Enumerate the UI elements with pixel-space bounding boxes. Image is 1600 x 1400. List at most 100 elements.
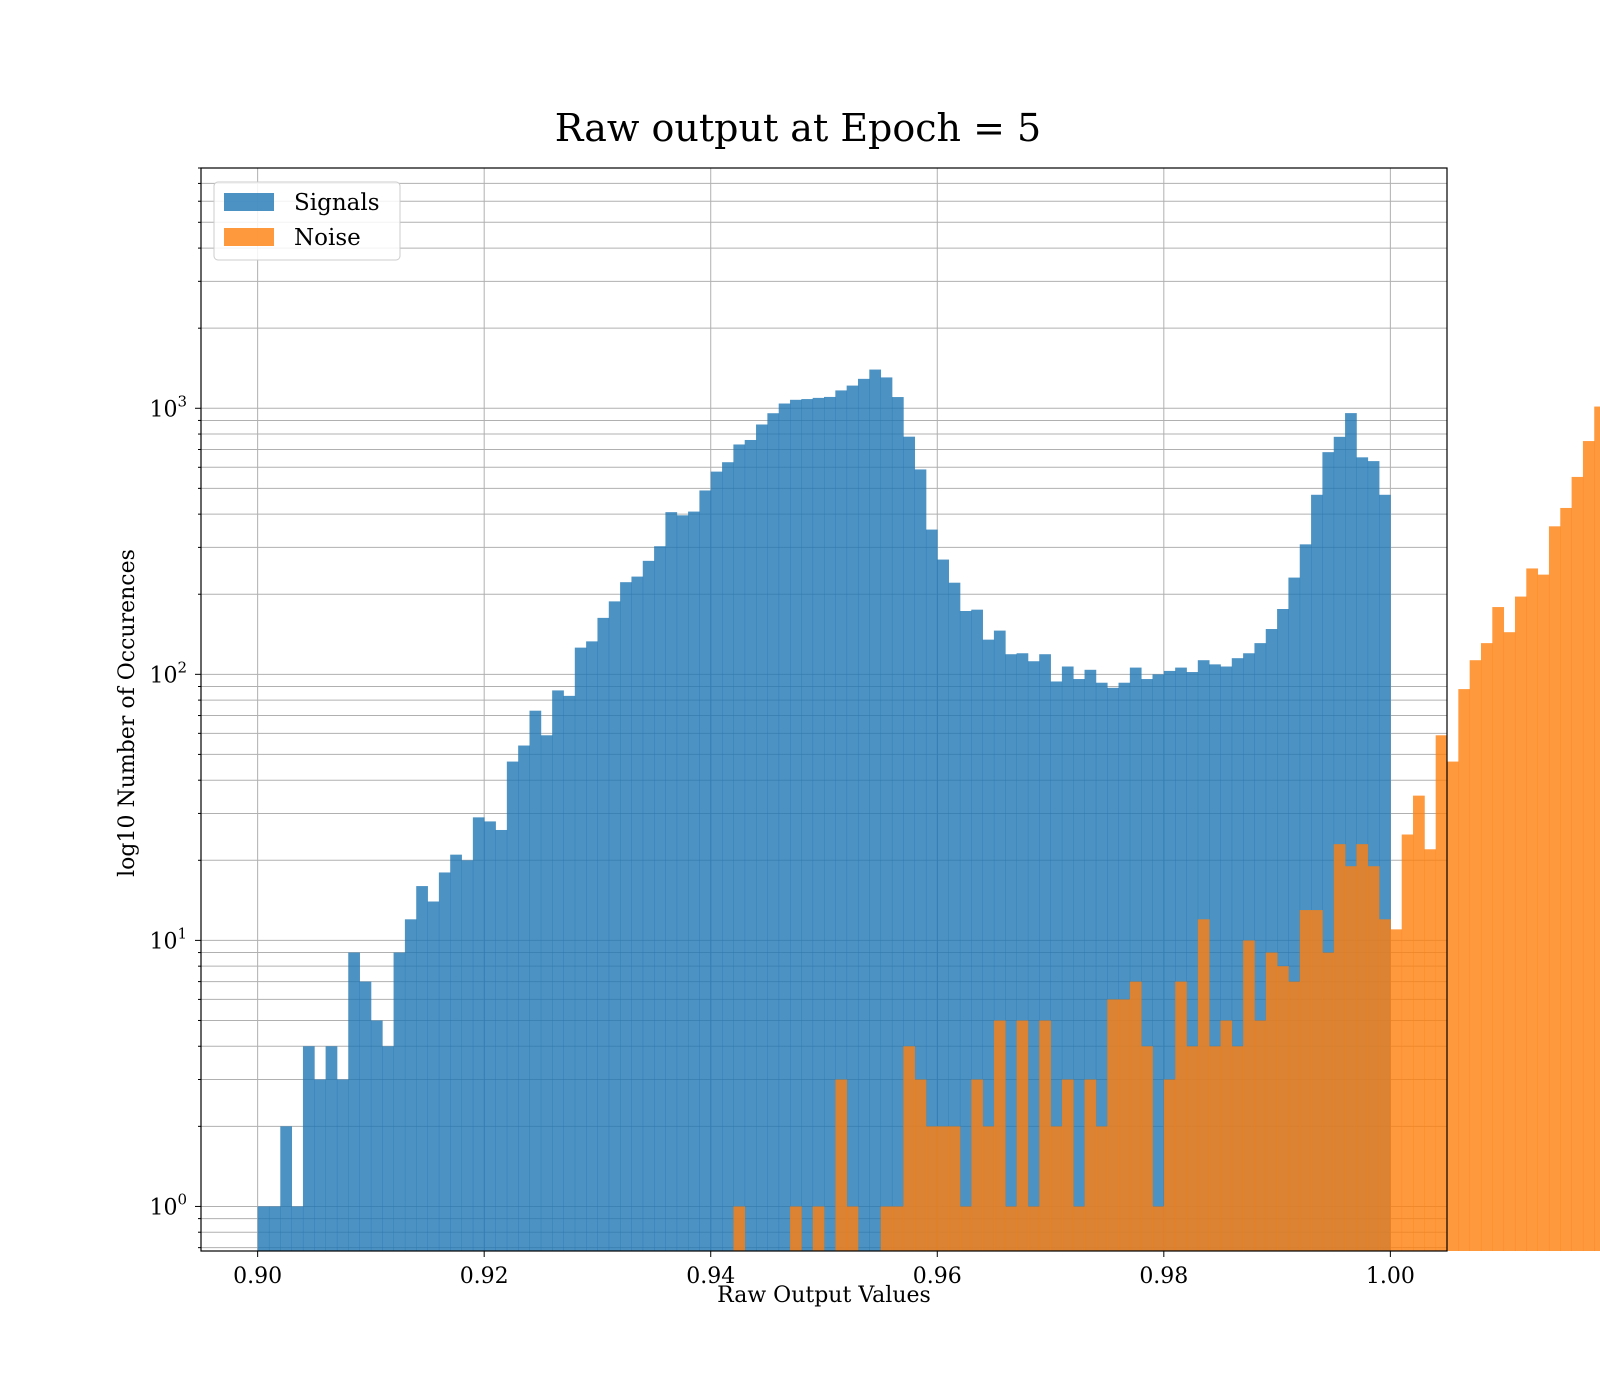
bar-signals	[336, 1079, 349, 1251]
bar-noise	[1526, 568, 1539, 1251]
series-noise-bars	[733, 406, 1600, 1252]
bar-signals	[1299, 544, 1312, 1251]
plot-frame	[200, 167, 1448, 1252]
bar-signals	[971, 609, 983, 1251]
bar-signals	[1231, 658, 1244, 1251]
y-tick-label: 103	[149, 392, 187, 422]
y-tick-label: 100	[149, 1190, 187, 1220]
legend-label-signals: Signals	[294, 190, 380, 216]
bar-signals	[869, 369, 882, 1252]
bar-signals	[903, 436, 916, 1251]
bar-signals	[1254, 643, 1267, 1251]
bar-noise	[1356, 844, 1369, 1251]
bar-noise	[1594, 406, 1600, 1251]
x-tick-label: 1.00	[1366, 1264, 1415, 1289]
bar-signals	[382, 1046, 394, 1251]
bar-noise	[891, 1206, 904, 1251]
bar-signals	[631, 576, 644, 1251]
bar-noise	[1582, 441, 1595, 1252]
bar-noise	[1503, 632, 1516, 1251]
bar-signals	[574, 647, 587, 1251]
bar-noise	[1005, 1206, 1017, 1251]
bar-signals	[1016, 653, 1029, 1251]
bar-noise	[1367, 866, 1380, 1251]
bar-signals	[891, 397, 904, 1251]
bar-signals	[1027, 661, 1040, 1251]
bar-noise	[1073, 1206, 1085, 1251]
legend-label-noise: Noise	[294, 225, 361, 251]
bar-signals	[744, 439, 757, 1251]
bar-signals	[1220, 666, 1233, 1251]
bar-signals	[280, 1126, 293, 1251]
bar-noise	[937, 1126, 949, 1251]
bar-signals	[778, 403, 791, 1251]
bar-signals	[370, 1020, 383, 1251]
bar-signals	[857, 378, 870, 1251]
bar-noise	[835, 1079, 848, 1251]
bar-signals	[1311, 494, 1323, 1252]
bar-noise	[1322, 952, 1335, 1251]
bar-noise	[914, 1079, 927, 1251]
bar-signals	[1129, 667, 1142, 1251]
bar-noise	[1401, 834, 1414, 1251]
bar-noise	[1492, 607, 1505, 1251]
bar-noise	[1571, 476, 1584, 1252]
bar-noise	[1186, 1046, 1199, 1251]
bar-signals	[880, 377, 893, 1251]
bar-noise	[1016, 1020, 1029, 1251]
bar-noise	[1220, 1020, 1233, 1251]
bar-signals	[404, 919, 417, 1251]
bar-signals	[393, 952, 406, 1251]
y-tick-label: 101	[149, 924, 187, 954]
bar-noise	[1050, 1126, 1063, 1251]
bar-signals	[982, 639, 995, 1251]
bar-noise	[1390, 929, 1403, 1251]
bar-signals	[359, 981, 372, 1251]
bar-signals	[1175, 667, 1187, 1251]
bar-signals	[1118, 682, 1131, 1251]
bar-signals	[959, 610, 972, 1251]
bar-noise	[1379, 919, 1391, 1251]
bar-signals	[416, 886, 428, 1251]
bar-noise	[993, 1020, 1006, 1251]
bar-signals	[450, 854, 462, 1251]
bar-signals	[722, 462, 734, 1251]
bar-noise	[1537, 574, 1550, 1251]
histogram-bars	[257, 369, 1600, 1252]
bar-signals	[1288, 577, 1301, 1251]
bar-signals	[1073, 679, 1085, 1251]
bar-signals	[1141, 679, 1153, 1251]
bar-signals	[665, 512, 678, 1251]
bar-signals	[1345, 413, 1357, 1251]
bar-noise	[903, 1046, 916, 1251]
bar-signals	[506, 761, 519, 1251]
bar-signals	[597, 617, 610, 1251]
bar-signals	[1277, 609, 1289, 1251]
bar-signals	[914, 469, 927, 1251]
bar-signals	[1084, 669, 1097, 1251]
series-signals-bars	[257, 369, 1391, 1252]
bar-signals	[993, 630, 1006, 1251]
bar-noise	[1458, 689, 1471, 1251]
bar-signals	[586, 641, 598, 1251]
bar-signals	[1333, 436, 1346, 1251]
bar-noise	[971, 1079, 983, 1251]
bar-noise	[1175, 981, 1187, 1251]
bar-noise	[1435, 735, 1448, 1251]
bar-noise	[1084, 1079, 1097, 1251]
legend-swatch-signals	[224, 193, 274, 211]
bar-signals	[1322, 452, 1335, 1252]
bar-noise	[1548, 526, 1561, 1251]
bar-signals	[767, 413, 780, 1252]
bar-signals	[1379, 494, 1391, 1252]
bar-noise	[948, 1126, 961, 1251]
bar-signals	[461, 860, 474, 1251]
bar-signals	[937, 559, 949, 1251]
bar-noise	[1288, 981, 1301, 1251]
bar-noise	[925, 1126, 938, 1251]
x-axis-label: Raw Output Values	[717, 1283, 931, 1308]
bar-signals	[846, 385, 859, 1251]
bar-noise	[1277, 966, 1289, 1251]
bar-noise	[1514, 596, 1527, 1251]
bar-signals	[529, 710, 542, 1251]
